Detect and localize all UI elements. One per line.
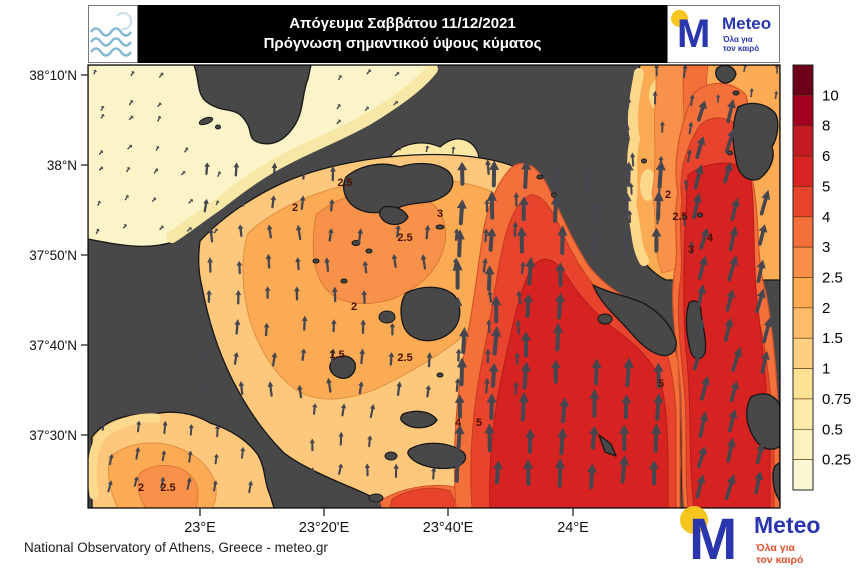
colorbar-tick-label: 2 — [822, 300, 830, 317]
y-tick-label: 38°10'N — [29, 68, 77, 83]
map-frame — [87, 64, 781, 509]
y-tick-label: 38°N — [47, 158, 77, 173]
meteo-logo-top: M Meteo Όλα για τον καιρό — [668, 6, 779, 62]
svg-text:2: 2 — [665, 189, 671, 201]
y-tick-label: 37°50'N — [29, 248, 77, 263]
x-tick-label: 23°E — [184, 520, 216, 536]
svg-text:3: 3 — [437, 208, 443, 220]
colorbar-tick-label: 4 — [822, 209, 830, 226]
colorbar-tick-label: 0.75 — [822, 391, 851, 408]
meteo-m-icon: M — [677, 12, 711, 56]
svg-text:4: 4 — [707, 232, 714, 244]
wave-direction-arrows — [93, 65, 780, 501]
colorbar-tick-label: 3 — [822, 239, 830, 256]
svg-text:2.5: 2.5 — [397, 232, 412, 244]
svg-text:2.5: 2.5 — [672, 211, 687, 223]
svg-text:2.5: 2.5 — [397, 352, 412, 364]
colorbar-tick-label: 2.5 — [822, 270, 843, 287]
meteo-brand-name: Meteo — [754, 512, 821, 538]
colorbar-tick-label: 1 — [822, 361, 830, 378]
meteo-tagline: Όλα για τον καιρό — [756, 542, 804, 567]
svg-text:5: 5 — [658, 378, 664, 390]
x-tick-label: 23°40'E — [423, 520, 474, 536]
map-header: Απόγευμα Σαββάτου 11/12/2021 Πρόγνωση ση… — [88, 5, 780, 63]
svg-text:2: 2 — [292, 202, 298, 214]
y-tick-label: 37°30'N — [29, 428, 77, 443]
svg-text:2.5: 2.5 — [337, 177, 352, 189]
colorbar-tick-label: 0.25 — [822, 452, 851, 469]
title-bar: Απόγευμα Σαββάτου 11/12/2021 Πρόγνωση ση… — [138, 5, 667, 63]
meteo-logo-box-bottom: M Meteo Όλα για τον καιρό — [676, 502, 866, 572]
svg-text:5: 5 — [476, 417, 482, 429]
meteo-tagline: Όλα για τον καιρό — [723, 35, 760, 54]
colorbar-tick-label: 8 — [822, 118, 830, 135]
waves-icon — [90, 12, 133, 57]
y-tick-label: 37°40'N — [29, 338, 77, 353]
wave-height-colorbar: 10 8 6 5 4 3 2.5 2 1.5 1 0.75 0.5 0.25 — [792, 64, 851, 491]
islands — [193, 65, 780, 503]
map-axes: 38°10'N 38°N 37°50'N 37°40'N 37°30'N 23°E 23°2… — [29, 68, 589, 536]
credit-text: National Observatory of Athens, Greece -… — [24, 540, 328, 555]
svg-text:2.5: 2.5 — [160, 482, 175, 494]
svg-text:1.5: 1.5 — [329, 349, 344, 361]
x-tick-label: 23°20'E — [299, 520, 350, 536]
x-tick-label: 24°E — [557, 520, 589, 536]
wave-icon-box — [88, 5, 138, 63]
svg-text:3: 3 — [688, 244, 694, 256]
meteo-m-icon: M — [689, 507, 738, 572]
svg-text:4: 4 — [455, 417, 462, 429]
colorbar-tick-label: 6 — [822, 148, 830, 165]
meteo-logo-bottom: M Meteo Όλα για τον καιρό — [676, 502, 866, 572]
map-title-line1: Απόγευμα Σαββάτου 11/12/2021 — [289, 15, 516, 32]
colorbar-tick-label: 1.5 — [822, 330, 843, 347]
meteo-brand-name: Meteo — [722, 14, 772, 33]
svg-text:2: 2 — [138, 482, 144, 494]
map-title-line2: Πρόγνωση σημαντικού ύψους κύματος — [263, 35, 542, 52]
svg-text:2: 2 — [351, 301, 357, 313]
colorbar-tick-label: 5 — [822, 178, 830, 195]
colorbar-tick-label: 10 — [822, 87, 839, 104]
meteo-logo-dot-icon — [671, 10, 688, 27]
meteo-logo-dot-icon — [680, 506, 708, 534]
meteo-logo-box-top: M Meteo Όλα για τον καιρό — [667, 5, 780, 63]
colorbar-tick-label: 0.5 — [822, 421, 843, 438]
